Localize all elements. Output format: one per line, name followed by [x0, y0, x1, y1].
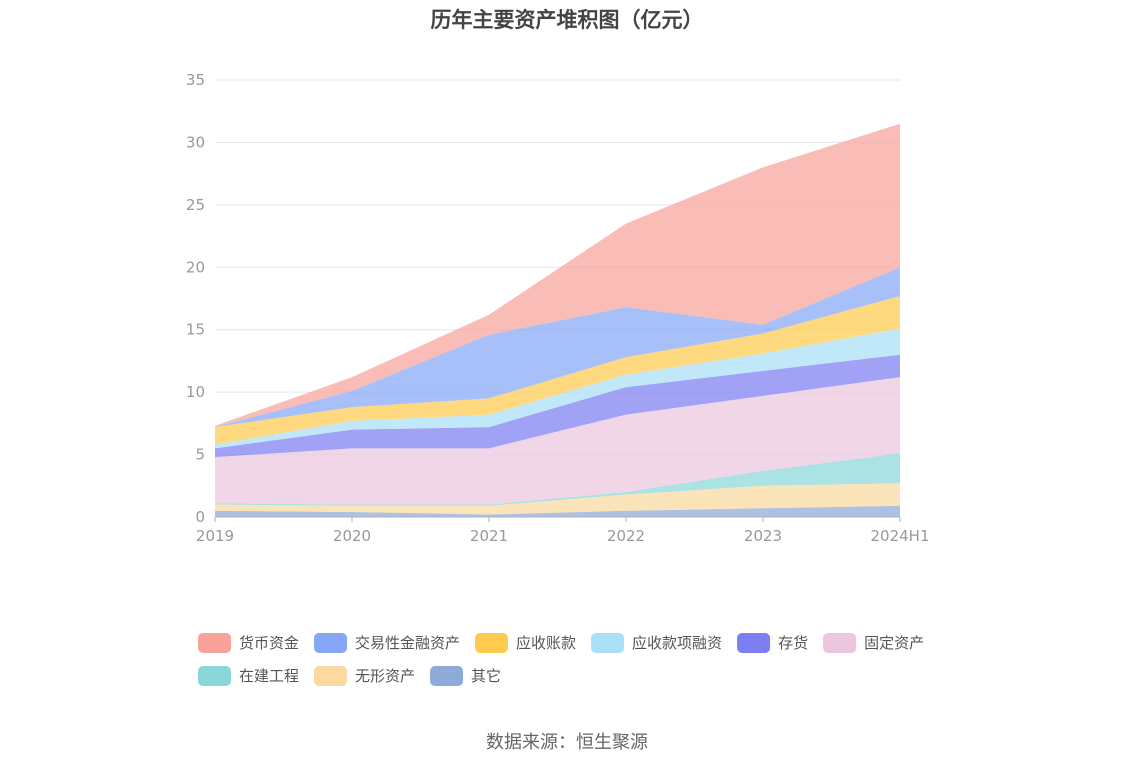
area-series-固定资产	[215, 377, 900, 505]
area-series-无形资产	[215, 483, 900, 515]
area-series-交易性金融资产	[215, 267, 900, 428]
y-tick-label: 25	[186, 196, 205, 214]
source-note: 数据来源：恒生聚源	[486, 732, 648, 753]
y-tick-label: 35	[186, 71, 205, 89]
y-tick-label: 0	[195, 508, 205, 526]
legend-item-无形资产[interactable]: 无形资产	[314, 666, 415, 686]
legend-item-应收账款[interactable]: 应收账款	[475, 633, 576, 653]
area-series	[215, 123, 900, 517]
legend-label: 交易性金融资产	[355, 634, 460, 652]
legend-label: 应收款项融资	[632, 634, 722, 652]
area-series-其它	[215, 505, 900, 517]
x-tick-label: 2020	[333, 527, 371, 545]
legend-swatch	[198, 633, 231, 653]
area-series-应收账款	[215, 296, 900, 445]
axes: 0 5 10 15 20 25 30 35 2019 2020 2021 2022 2023 2024H1	[186, 71, 930, 545]
legend-label: 货币资金	[239, 634, 299, 652]
y-tick-label: 10	[186, 383, 205, 401]
y-tick-label: 5	[195, 446, 205, 464]
legend-label: 其它	[471, 667, 501, 685]
area-series-货币资金	[215, 123, 900, 428]
x-tick-label: 2023	[744, 527, 782, 545]
legend-label: 在建工程	[239, 667, 299, 685]
area-series-在建工程	[215, 453, 900, 506]
legend-label: 固定资产	[864, 634, 924, 652]
area-series-应收款项融资	[215, 328, 900, 449]
chart-title: 历年主要资产堆积图（亿元）	[430, 8, 704, 32]
legend-item-在建工程[interactable]: 在建工程	[198, 666, 299, 686]
legend-label: 应收账款	[516, 634, 576, 652]
legend-swatch	[314, 633, 348, 653]
legend-swatch	[198, 666, 231, 686]
legend-item-交易性金融资产[interactable]: 交易性金融资产	[314, 633, 460, 653]
x-tick-label: 2019	[196, 527, 234, 545]
legend-swatch	[430, 666, 464, 686]
x-tick-label: 2024H1	[871, 527, 930, 545]
x-tick-label: 2022	[607, 527, 645, 545]
legend-swatch	[475, 633, 509, 653]
legend-swatch	[823, 633, 857, 653]
legend-swatch	[737, 633, 771, 653]
area-series-存货	[215, 354, 900, 458]
legend-swatch	[591, 633, 625, 653]
legend-item-应收款项融资[interactable]: 应收款项融资	[591, 633, 722, 653]
legend-label: 存货	[778, 634, 808, 652]
legend-item-货币资金[interactable]: 货币资金	[198, 633, 299, 653]
y-tick-label: 20	[186, 258, 205, 276]
legend-item-其它[interactable]: 其它	[430, 666, 501, 686]
y-tick-label: 15	[186, 321, 205, 339]
legend-item-固定资产[interactable]: 固定资产	[823, 633, 924, 653]
y-tick-label: 30	[186, 133, 205, 151]
legend-item-存货[interactable]: 存货	[737, 633, 808, 653]
legend-swatch	[314, 666, 348, 686]
legend-label: 无形资产	[355, 667, 415, 685]
x-tick-label: 2021	[470, 527, 508, 545]
